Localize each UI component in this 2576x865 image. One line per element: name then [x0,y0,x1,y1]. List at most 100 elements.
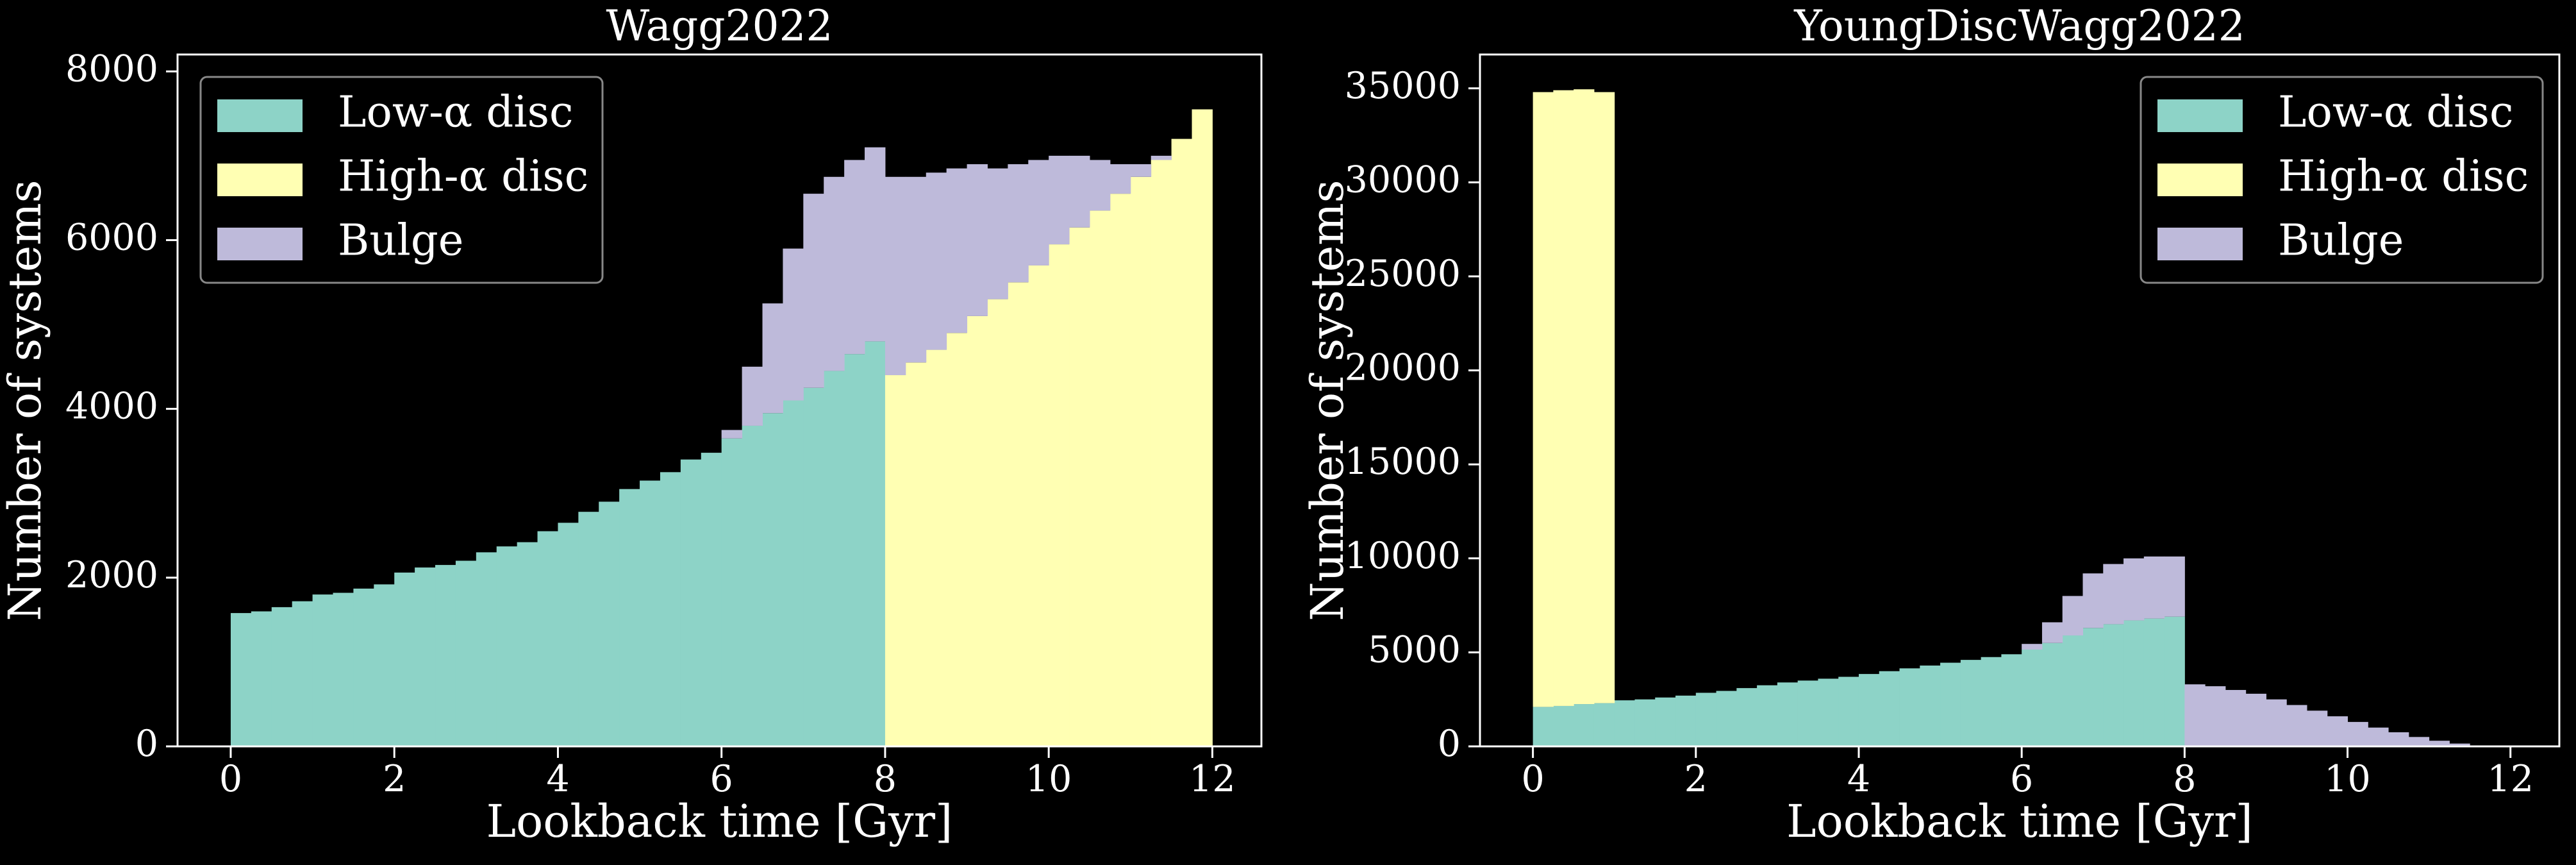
histogram-bar [803,194,824,388]
histogram-bar [2103,564,2124,625]
histogram-bar [824,176,845,371]
legend: Low-α disc High-α disc Bulge [199,76,604,284]
y-axis-label: Number of systems [1301,180,1354,621]
histogram-bar [967,164,988,316]
histogram-bar [1716,691,1737,746]
histogram-bar [455,560,477,746]
histogram-bar [353,588,374,746]
x-tick-label: 8 [2173,758,2196,800]
histogram-bar [1069,155,1090,228]
histogram-bar [1634,699,1656,746]
histogram-bar [2143,618,2165,746]
histogram-bar [2022,644,2043,650]
plot-area [230,109,1213,747]
histogram-bar [1130,176,1152,746]
histogram-bar [1171,139,1193,746]
histogram-bar [2347,721,2368,746]
histogram-bar [721,430,743,439]
histogram-bar [1049,155,1070,245]
histogram-bar [2001,654,2022,746]
histogram-bar [2388,732,2409,746]
histogram-bar [1736,688,1757,746]
histogram-bar [803,387,824,746]
histogram-bar [742,425,763,746]
histogram-bar [619,489,640,746]
histogram-bar [2103,624,2124,746]
histogram-bar [1533,92,1554,707]
histogram-bar [987,168,1008,299]
axes-frame [176,53,1263,748]
histogram-bar [1553,90,1574,706]
histogram-bar [2266,699,2287,746]
x-tick-label: 10 [2324,758,2371,800]
histogram-bar [2082,573,2104,628]
legend-label: Bulge [2278,215,2404,265]
histogram-bar [1109,194,1131,746]
histogram-bar [2408,737,2430,746]
histogram-bar [762,303,783,414]
histogram-bar [2082,628,2104,746]
histogram-bar [1675,695,1697,746]
histogram-bar [2286,705,2307,746]
histogram-bar [1593,703,1615,746]
histogram-bar [926,172,947,350]
histogram-bar [374,584,395,746]
histogram-bar [926,349,947,746]
histogram-bar [1533,707,1554,746]
x-tick-label: 12 [2487,758,2534,800]
y-tick-label: 8000 [65,47,158,90]
histogram-bar [2368,727,2389,746]
histogram-bar [1757,685,1778,746]
legend: Low-α disc High-α disc Bulge [2140,76,2544,284]
histogram-bar [2143,556,2165,619]
histogram-bar [292,601,313,746]
histogram-bar [1069,227,1090,746]
histogram-bar [865,147,886,342]
histogram-bar [824,371,845,746]
x-tick-label: 12 [1189,758,1236,800]
plot-area [1533,89,2511,746]
histogram-bar [905,362,927,746]
histogram-bar [946,168,968,333]
histogram-bar [1838,676,1859,746]
x-tick-label: 0 [1521,758,1544,800]
y-axis-label: Number of systems [0,180,51,621]
histogram-bar [1593,92,1615,703]
x-tick-label: 6 [2010,758,2033,800]
histogram-bar [476,552,497,746]
legend-swatch [2157,228,2243,260]
histogram-bar [2184,684,2206,746]
histogram-bar [230,613,252,746]
histogram-bar [1574,704,1595,746]
histogram-bar [1797,680,1818,746]
histogram-bar [844,160,865,355]
histogram-bar [1899,668,1920,746]
histogram-bar [1981,657,2002,746]
histogram-bar [1192,109,1213,746]
y-tick-label: 2000 [65,554,158,596]
x-tick-label: 8 [874,758,897,800]
histogram-bar [865,341,886,746]
legend-swatch [2157,99,2243,132]
y-tick-label: 25000 [1345,253,1461,295]
histogram-bar [1920,665,1941,746]
legend-label: Low-α disc [2278,87,2514,137]
histogram-bar [537,531,558,746]
histogram-bar [312,594,333,746]
histogram-bar [2062,635,2083,746]
x-tick-label: 4 [1847,758,1870,800]
histogram-bar [2041,642,2063,746]
histogram-bar [599,501,620,746]
histogram-bar [701,453,722,746]
y-tick-label: 15000 [1345,441,1461,483]
histogram-bar [558,523,579,746]
histogram-bar [1008,164,1029,283]
histogram-bar [1960,660,1982,746]
x-tick-label: 6 [710,758,733,800]
histogram-bar [885,375,906,746]
y-tick-label: 35000 [1345,65,1461,107]
legend-label: Low-α disc [338,87,574,137]
histogram-bar [762,413,783,746]
y-tick-label: 0 [1438,723,1461,765]
